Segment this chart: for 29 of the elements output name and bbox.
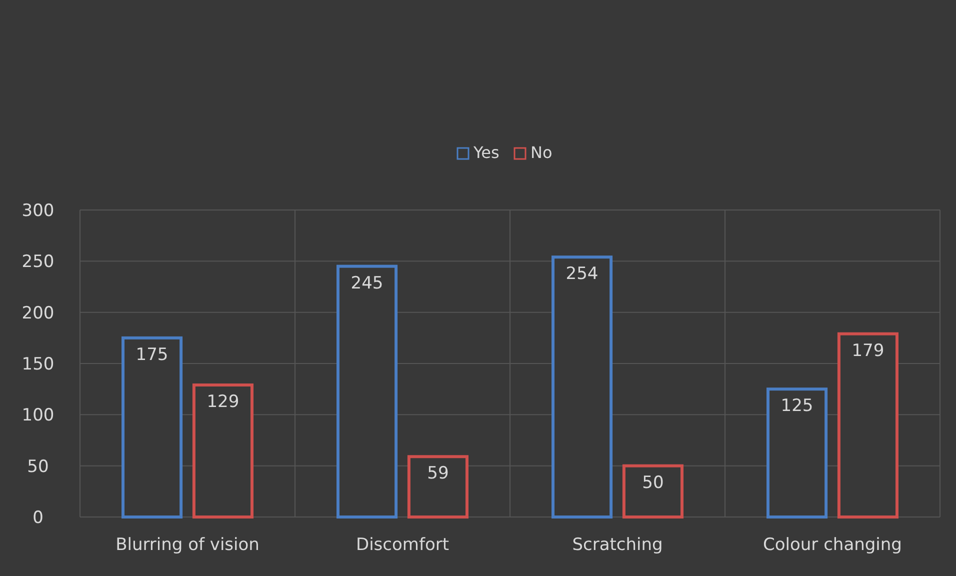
bar: [407, 455, 468, 518]
y-tick-label: 200: [22, 303, 54, 324]
bar: [622, 464, 684, 518]
data-label: 59: [427, 464, 449, 484]
x-tick-label: Scratching: [572, 535, 663, 555]
legend-label: Yes: [472, 143, 500, 162]
bar: [766, 388, 828, 518]
bar: [552, 256, 613, 518]
data-label: 50: [642, 472, 664, 493]
data-label: 254: [566, 264, 598, 284]
data-label: 175: [136, 344, 168, 365]
y-tick-label: 50: [27, 456, 49, 477]
y-tick-label: 250: [22, 252, 54, 272]
data-label: 179: [852, 340, 884, 361]
legend-label: No: [530, 143, 552, 162]
bar: [192, 383, 254, 518]
data-label: 129: [206, 392, 240, 412]
bar: [837, 332, 898, 518]
bar: [336, 264, 398, 518]
y-tick-label: 0: [32, 508, 44, 528]
data-label: 125: [780, 396, 814, 416]
y-tick-label: 150: [22, 354, 54, 374]
x-tick-label: Discomfort: [356, 535, 450, 555]
x-tick-label: Colour changing: [763, 535, 902, 555]
bar: [122, 336, 183, 518]
y-tick-label: 300: [22, 201, 54, 221]
x-tick-label: Blurring of vision: [116, 535, 260, 555]
y-tick-label: 100: [22, 406, 54, 426]
data-label: 245: [350, 273, 384, 294]
